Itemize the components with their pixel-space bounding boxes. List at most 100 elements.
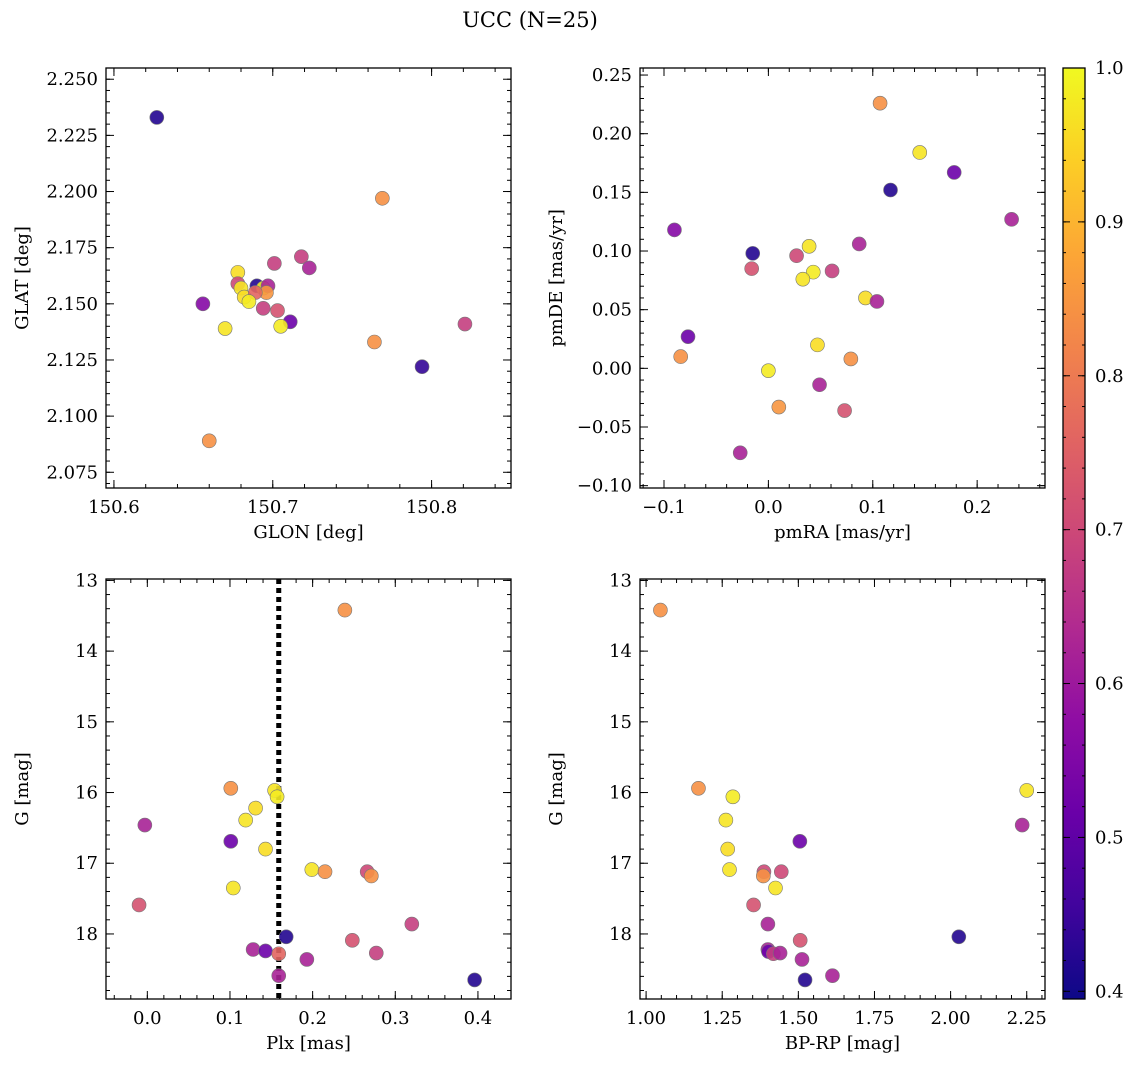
scatter-point: [691, 780, 706, 796]
y-tick-label: 0.10: [592, 241, 632, 262]
colorbar-tick-label: 0.6: [1095, 674, 1124, 695]
panel-cmd: 1.00 1.25 1.50 1.75 2.00 2.25 13 14 15 16 17 18 BP-R…: [546, 570, 1047, 1054]
scatter-point: [851, 236, 867, 252]
scatter-point: [269, 789, 285, 805]
y-tick-label: 17: [75, 853, 98, 874]
scatter-point: [137, 817, 153, 833]
scatter-point: [304, 862, 320, 877]
scatter-point: [271, 968, 287, 983]
x-tick-label: 1.00: [626, 1008, 666, 1029]
x-tick-label: 0.0: [133, 1008, 162, 1029]
scatter-point: [771, 399, 787, 415]
y-tick-label: 2.075: [46, 462, 98, 483]
ticks-sky: [106, 67, 511, 488]
y-tick-label: 14: [75, 641, 98, 662]
figure-title: UCC (N=25): [462, 8, 598, 32]
scatter-point: [812, 377, 827, 393]
scatter-point: [131, 897, 147, 913]
y-tick-label: −0.10: [577, 476, 632, 497]
x-tick-label: 0.0: [754, 497, 783, 518]
points-cmd: [653, 602, 1035, 988]
scatter-point: [467, 972, 482, 988]
y-axis-label: pmDE [mas/yr]: [546, 209, 567, 347]
colorbar-gradient: [1063, 68, 1085, 999]
scatter-point: [718, 812, 734, 828]
axes-frame-pm: [639, 67, 1046, 489]
y-tick-label: 2.175: [46, 238, 98, 259]
scatter-point: [744, 261, 759, 276]
y-axis-label: G [mag]: [12, 752, 33, 825]
points-sky: [149, 110, 473, 449]
scatter-point: [760, 916, 776, 932]
colorbar-tick-label: 0.4: [1095, 981, 1124, 1002]
scatter-point: [345, 933, 360, 948]
scatter-point: [794, 952, 810, 967]
scatter-point: [1014, 817, 1030, 833]
scatter-point: [653, 602, 668, 618]
scatter-point: [725, 789, 741, 805]
scatter-point: [792, 933, 808, 948]
scatter-point: [223, 780, 239, 796]
y-tick-label: 14: [609, 641, 632, 662]
scatter-point: [946, 165, 962, 180]
scatter-point: [789, 248, 804, 264]
scatter-point: [273, 318, 289, 334]
scatter-point: [824, 263, 840, 279]
scatter-point: [810, 337, 825, 353]
scatter-point: [248, 800, 263, 816]
x-tick-label: 0.4: [464, 1008, 493, 1029]
scatter-point: [245, 942, 261, 957]
x-tick-label: 0.1: [858, 497, 887, 518]
x-axis-label: BP-RP [mag]: [785, 1033, 900, 1054]
scatter-point: [1019, 783, 1035, 798]
x-tick-label: 2.25: [1007, 1008, 1047, 1029]
scatter-point: [667, 222, 682, 238]
y-axis-label: GLAT [deg]: [12, 226, 33, 330]
y-tick-label: 16: [609, 783, 632, 804]
scatter-point: [746, 897, 761, 913]
axes-frame-sky: [105, 67, 512, 489]
y-tick-label: 13: [609, 570, 632, 591]
scatter-point: [680, 329, 696, 344]
x-tick-label: 1.50: [778, 1008, 818, 1029]
x-tick-label: 150.6: [88, 497, 140, 518]
scatter-point: [722, 862, 737, 877]
y-tick-label: 0.00: [592, 358, 632, 379]
points-pm: [667, 95, 1019, 461]
scatter-point: [271, 946, 287, 962]
scatter-point: [317, 864, 333, 880]
scatter-point: [195, 296, 211, 312]
y-tick-label: 2.250: [46, 69, 98, 90]
y-tick-label: 17: [609, 853, 632, 874]
scatter-point: [225, 880, 241, 896]
y-axis-label: G [mag]: [546, 752, 567, 825]
ticks-cmd: [640, 579, 1045, 999]
colorbar-tick-label: 0.5: [1095, 827, 1124, 848]
x-tick-label: 150.8: [406, 497, 458, 518]
scatter-point: [869, 294, 885, 309]
scatter-point: [761, 363, 776, 378]
x-tick-label: 0.2: [963, 497, 992, 518]
y-tick-label: 0.15: [592, 182, 632, 203]
panel-sky: 150.6 150.7 150.8 2.075 2.100 2.125 2.150 2.175…: [12, 67, 512, 543]
x-axis-label: pmRA [mas/yr]: [774, 522, 911, 543]
scatter-point: [720, 841, 735, 857]
scatter-point: [364, 868, 379, 884]
scatter-point: [201, 433, 217, 449]
y-tick-label: 18: [609, 924, 632, 945]
colorbar-tick-label: 0.9: [1095, 212, 1124, 233]
ticks-plx: [106, 579, 512, 999]
y-tick-label: 2.100: [46, 406, 98, 427]
axes-frame-plx: [105, 578, 512, 1000]
colorbar-frame: [1062, 67, 1086, 1000]
colorbar-tick-label: 1.0: [1095, 58, 1124, 79]
scatter-point: [951, 929, 967, 945]
panel-pm: −0.1 0.0 0.1 0.2 −0.10 −0.05 0.00 0.05 0.10 0.15 0…: [546, 65, 1046, 543]
scatter-point: [294, 249, 309, 264]
scatter-point: [223, 834, 239, 849]
y-tick-label: 0.05: [592, 300, 632, 321]
scatter-point: [301, 260, 317, 276]
y-tick-label: 15: [75, 712, 98, 733]
colorbar-tick-label: 0.7: [1095, 520, 1124, 541]
